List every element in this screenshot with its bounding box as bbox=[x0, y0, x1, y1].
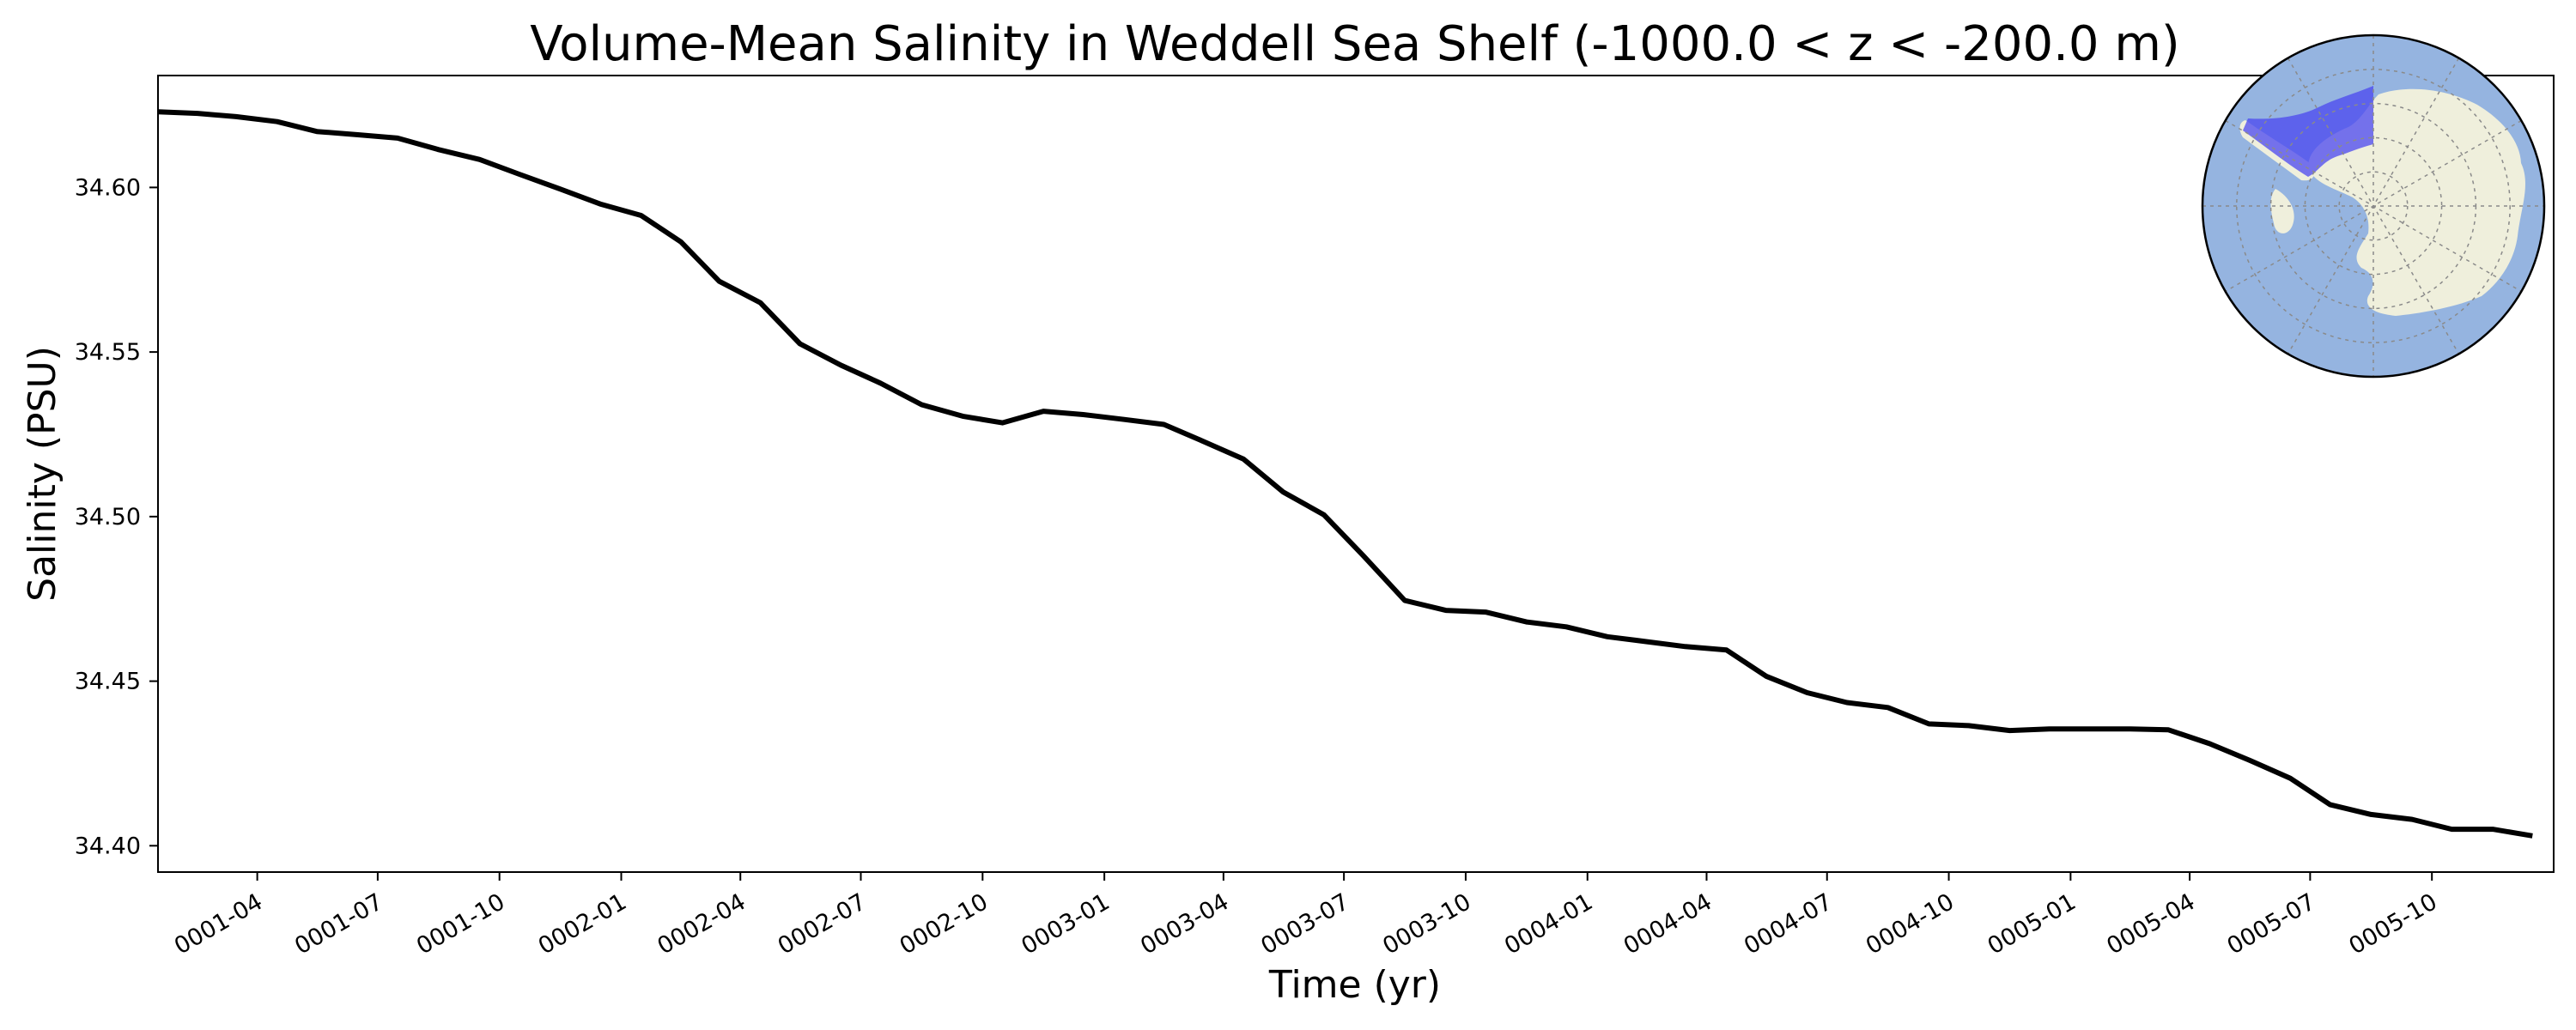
x-tick-label: 0001-07 bbox=[290, 888, 387, 960]
y-axis-label: Salinity (PSU) bbox=[21, 346, 64, 602]
x-tick-label: 0001-10 bbox=[412, 888, 509, 960]
inset-map bbox=[2201, 33, 2546, 379]
x-tick-label: 0004-01 bbox=[1500, 888, 1597, 960]
map-meridian-line bbox=[2225, 119, 2522, 293]
map-latitude-circle bbox=[2304, 136, 2443, 276]
x-axis-label: Time (yr) bbox=[1268, 963, 1441, 1007]
x-tick-label: 0005-07 bbox=[2223, 888, 2320, 960]
x-tick-label: 0005-01 bbox=[1984, 888, 2081, 960]
x-tick-label: 0002-07 bbox=[774, 888, 871, 960]
y-tick-label: 34.45 bbox=[75, 669, 141, 695]
x-tick-label: 0002-01 bbox=[534, 888, 631, 960]
y-tick-label: 34.60 bbox=[75, 174, 141, 201]
ross-region-land bbox=[2270, 189, 2294, 233]
chart-title: Volume-Mean Salinity in Weddell Sea Shel… bbox=[530, 16, 2180, 72]
y-axis: 34.40 34.45 34.50 34.55 34.60 bbox=[75, 174, 158, 859]
x-tick-label: 0004-04 bbox=[1619, 888, 1716, 960]
x-tick-label: 0004-07 bbox=[1740, 888, 1837, 960]
x-tick-label: 0003-04 bbox=[1136, 888, 1233, 960]
y-tick-label: 34.40 bbox=[75, 833, 141, 859]
map-border bbox=[2201, 33, 2546, 379]
y-tick-label: 34.55 bbox=[75, 339, 141, 366]
x-tick-label: 0003-10 bbox=[1378, 888, 1475, 960]
x-tick-label: 0002-04 bbox=[653, 888, 750, 960]
x-tick-label: 0004-10 bbox=[1862, 888, 1959, 960]
x-tick-label: 0001-04 bbox=[170, 888, 267, 960]
x-tick-label: 0005-04 bbox=[2102, 888, 2199, 960]
map-graticule bbox=[2202, 35, 2544, 377]
x-axis: 0001-04 0001-07 0001-10 0002-01 0002-04 0002-… bbox=[170, 872, 2442, 960]
map-latitude-circle bbox=[2338, 171, 2409, 241]
x-tick-label: 0005-10 bbox=[2344, 888, 2441, 960]
x-tick-label: 0003-07 bbox=[1256, 888, 1353, 960]
plot-area bbox=[157, 75, 2555, 873]
y-tick-label: 34.50 bbox=[75, 504, 141, 530]
x-tick-label: 0002-10 bbox=[896, 888, 993, 960]
x-tick-label: 0003-01 bbox=[1017, 888, 1114, 960]
salinity-line bbox=[157, 109, 2533, 839]
